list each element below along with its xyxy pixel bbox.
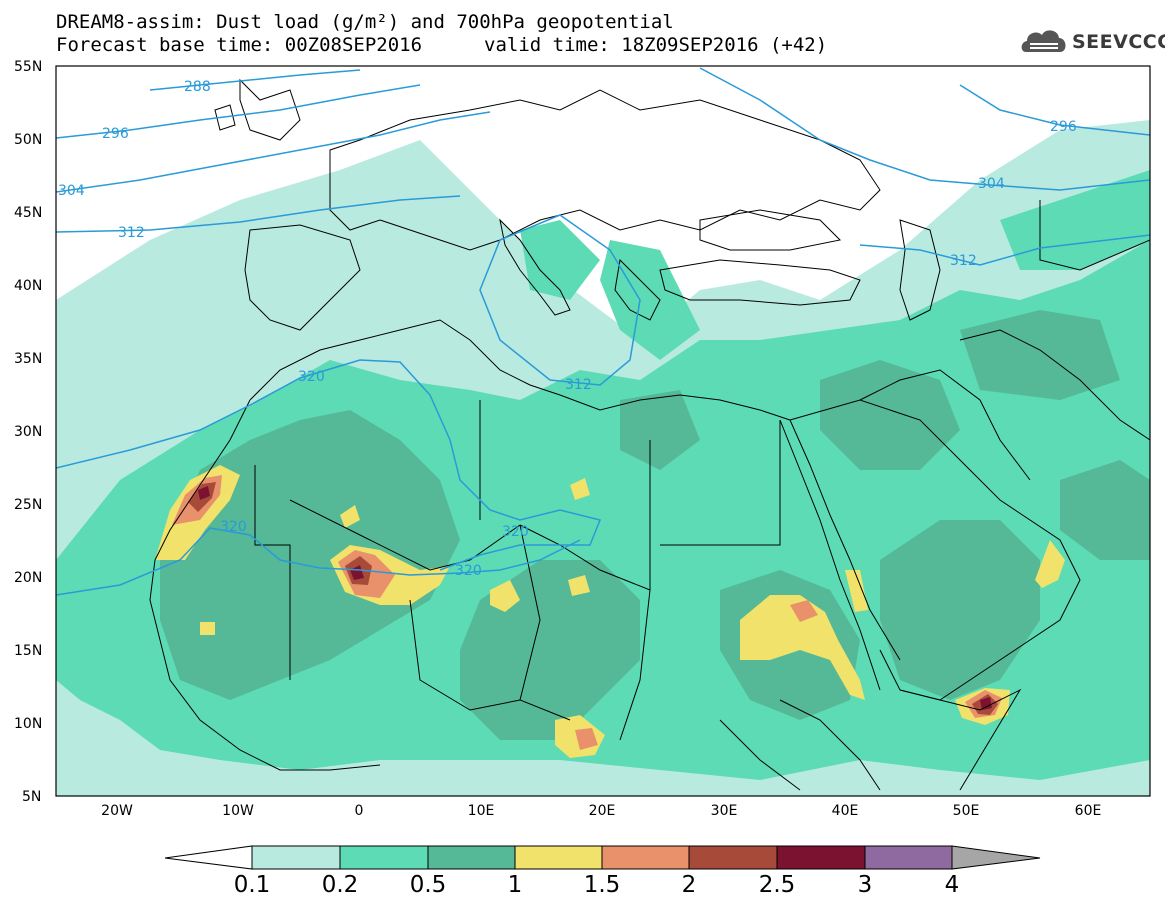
colorbar-label: 0.5	[410, 872, 447, 898]
contour-label: 296	[102, 126, 129, 142]
lat-tick-label: 15N	[14, 643, 42, 659]
colorbar-bin	[688, 845, 778, 870]
lat-tick-label: 20N	[14, 570, 42, 586]
lat-tick-label: 25N	[14, 497, 42, 513]
longitude-axis: 20W 10W 0 10E 20E 30E 40E 50E 60E	[101, 803, 1101, 819]
cloud-icon	[1021, 30, 1066, 52]
colorbar-label: 0.1	[234, 872, 271, 898]
seevccc-logo: SEEVCCC	[1018, 24, 1165, 58]
lon-tick-label: 20W	[101, 803, 133, 819]
contour-label: 312	[118, 225, 145, 241]
map-subtitle: Forecast base time: 00Z08SEP2016 valid t…	[56, 35, 827, 95]
colorbar-low-arrow	[164, 845, 253, 870]
contour-labels: 288 296 304 312 296 304 312 320 320 312 …	[58, 79, 1077, 579]
map-frame	[55, 65, 1151, 797]
colorbar-bin	[251, 845, 341, 870]
lon-tick-label: 50E	[953, 803, 980, 819]
colorbar-label: 1	[508, 872, 523, 898]
contour-label: 320	[455, 563, 482, 579]
contour-label: 320	[220, 519, 247, 535]
lat-tick-label: 40N	[14, 278, 42, 294]
dust-layer-2.5	[198, 486, 992, 710]
lon-tick-label: 0	[355, 803, 364, 819]
contour-label: 312	[950, 253, 977, 269]
valid-time: valid time: 18Z09SEP2016 (+42)	[484, 34, 828, 56]
latitude-axis: 55N 50N 45N 40N 35N 30N 25N 20N 15N 10N …	[14, 59, 42, 805]
lat-tick-label: 50N	[14, 132, 42, 148]
colorbar-label: 2.5	[759, 872, 796, 898]
map-area	[56, 66, 1150, 796]
colorbar-high-arrow	[951, 845, 1041, 870]
colorbar-label: 3	[858, 872, 873, 898]
colorbar-labels: 0.1 0.2 0.5 1 1.5 2 2.5 3 4	[234, 872, 960, 898]
lon-tick-label: 10E	[468, 803, 495, 819]
lon-tick-label: 20E	[589, 803, 616, 819]
lat-tick-label: 5N	[22, 789, 41, 805]
logo-text: SEEVCCC	[1072, 31, 1165, 53]
contour-label: 312	[565, 377, 592, 393]
forecast-base-time: Forecast base time: 00Z08SEP2016	[56, 34, 423, 56]
colorbar-bin	[776, 845, 866, 870]
lat-tick-label: 45N	[14, 205, 42, 221]
contour-label: 296	[1050, 119, 1077, 135]
colorbar-label: 1.5	[584, 872, 621, 898]
contour-label: 320	[298, 369, 325, 385]
country-borders	[149, 78, 1150, 791]
lon-tick-label: 30E	[711, 803, 738, 819]
lat-tick-label: 10N	[14, 716, 42, 732]
colorbar-bin	[427, 845, 516, 870]
colorbar-bin	[339, 845, 429, 870]
contour-label: 320	[502, 524, 529, 540]
lon-tick-label: 40E	[832, 803, 859, 819]
colorbar-bin	[601, 845, 690, 870]
lon-tick-label: 60E	[1075, 803, 1102, 819]
map-title: DREAM8-assim: Dust load (g/m²) and 700hP…	[56, 11, 674, 33]
contour-label: 304	[978, 176, 1005, 192]
geopotential-contours	[56, 67, 1150, 596]
contour-label: 288	[184, 79, 211, 95]
lat-tick-label: 30N	[14, 424, 42, 440]
lat-tick-label: 55N	[14, 59, 42, 75]
colorbar-label: 2	[682, 872, 697, 898]
colorbar	[164, 845, 1041, 870]
colorbar-bin	[514, 845, 603, 870]
lat-tick-label: 35N	[14, 351, 42, 367]
lon-tick-label: 10W	[222, 803, 254, 819]
colorbar-bin	[864, 845, 953, 870]
contour-label: 304	[58, 183, 85, 199]
colorbar-label: 4	[945, 872, 960, 898]
colorbar-label: 0.2	[322, 872, 359, 898]
